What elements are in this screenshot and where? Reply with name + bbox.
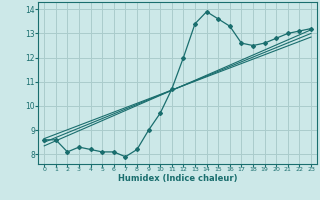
X-axis label: Humidex (Indice chaleur): Humidex (Indice chaleur): [118, 174, 237, 183]
